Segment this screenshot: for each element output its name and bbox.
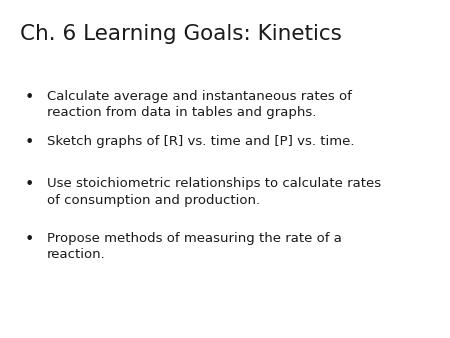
- Text: •: •: [25, 232, 34, 246]
- Text: Sketch graphs of [R] vs. time and [P] vs. time.: Sketch graphs of [R] vs. time and [P] vs…: [47, 135, 355, 148]
- Text: Use stoichiometric relationships to calculate rates
of consumption and productio: Use stoichiometric relationships to calc…: [47, 177, 382, 207]
- Text: •: •: [25, 90, 34, 104]
- Text: •: •: [25, 135, 34, 150]
- Text: Calculate average and instantaneous rates of
reaction from data in tables and gr: Calculate average and instantaneous rate…: [47, 90, 352, 119]
- Text: •: •: [25, 177, 34, 192]
- Text: Ch. 6 Learning Goals: Kinetics: Ch. 6 Learning Goals: Kinetics: [20, 24, 342, 44]
- Text: Propose methods of measuring the rate of a
reaction.: Propose methods of measuring the rate of…: [47, 232, 342, 261]
